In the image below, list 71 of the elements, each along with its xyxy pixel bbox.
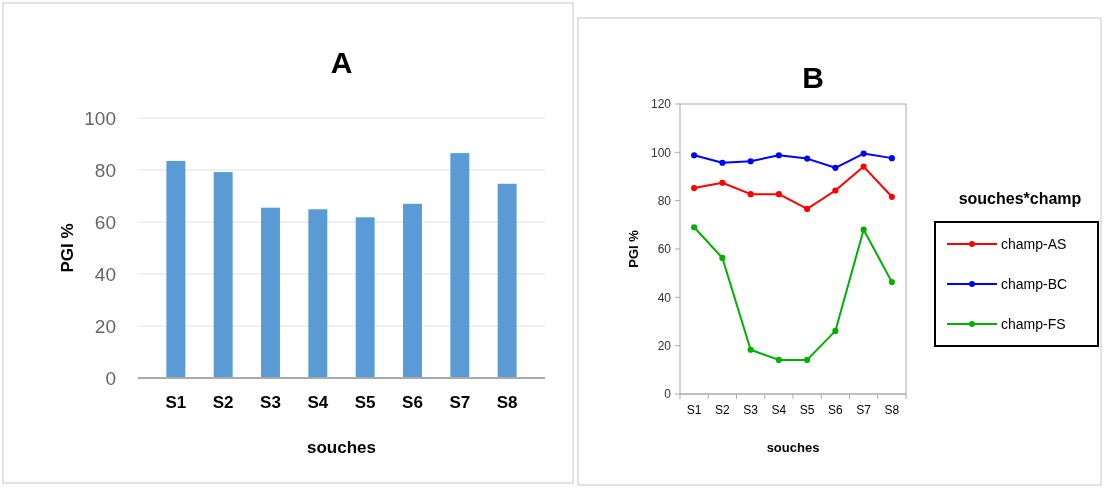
point [860,163,867,170]
y-tick-label: 120 [650,97,672,112]
point [860,226,867,233]
x-tick-label: S4 [307,393,329,412]
point [888,279,895,286]
x-tick-label: S3 [260,393,281,412]
point [888,155,895,162]
y-tick-label: 20 [657,338,672,353]
point [804,205,811,212]
y-tick-label: 100 [650,145,672,160]
point [747,346,754,353]
x-tick-label: S2 [715,403,731,417]
x-tick-label: S5 [354,393,376,412]
point [691,185,698,192]
legend-title: souches*champ [958,190,1082,207]
y-tick-label: 100 [84,107,116,129]
point [747,191,754,198]
legend-label: champ-BC [1001,275,1068,292]
y-tick-label: 80 [94,159,116,181]
point [832,164,839,171]
point [775,191,782,198]
y-tick-label: 40 [657,290,672,305]
x-tick-label: S6 [402,393,423,412]
x-tick-label: S6 [828,403,844,417]
chart-title: A [330,46,353,79]
x-tick-label: S8 [884,403,900,417]
point [719,159,726,166]
x-tick-label: S7 [856,403,872,417]
point [747,158,754,165]
x-tick-label: S1 [686,403,702,417]
point [832,187,839,194]
x-axis-title: souches [307,438,376,457]
x-tick-label: S7 [449,393,471,412]
y-tick-label: 20 [94,315,116,337]
y-tick-label: 60 [657,242,672,257]
y-tick-label: 60 [94,211,116,233]
point [719,179,726,186]
x-axis-title: souches [766,440,820,455]
bar [497,183,517,378]
x-tick-label: S4 [771,403,787,417]
y-axis-title: PGI % [58,223,77,273]
bar [403,203,422,378]
y-axis-title: PGI % [626,229,641,268]
point [719,254,726,262]
y-tick-label: 80 [657,193,672,208]
point [691,224,698,231]
bar [355,217,375,378]
point [832,327,839,335]
x-tick-label: S8 [496,393,518,412]
x-tick-label: S5 [799,403,815,417]
point [804,155,811,162]
legend-label: champ-FS [1001,315,1066,332]
point [775,152,782,159]
bar [213,172,233,378]
point [804,356,811,364]
y-tick-label: 40 [94,263,116,285]
x-tick-label: S1 [165,393,187,412]
bar [450,153,470,378]
y-tick-label: 0 [664,387,672,402]
legend-label: champ-AS [1001,235,1067,252]
bar [166,160,186,378]
point [888,193,895,200]
point [860,150,867,157]
point [775,356,782,364]
bar [308,209,328,378]
bar [261,207,280,378]
chart-title: B [802,61,824,94]
y-tick-label: 0 [105,367,116,389]
x-tick-label: S3 [743,403,759,417]
point [691,152,698,159]
x-tick-label: S2 [212,393,234,412]
